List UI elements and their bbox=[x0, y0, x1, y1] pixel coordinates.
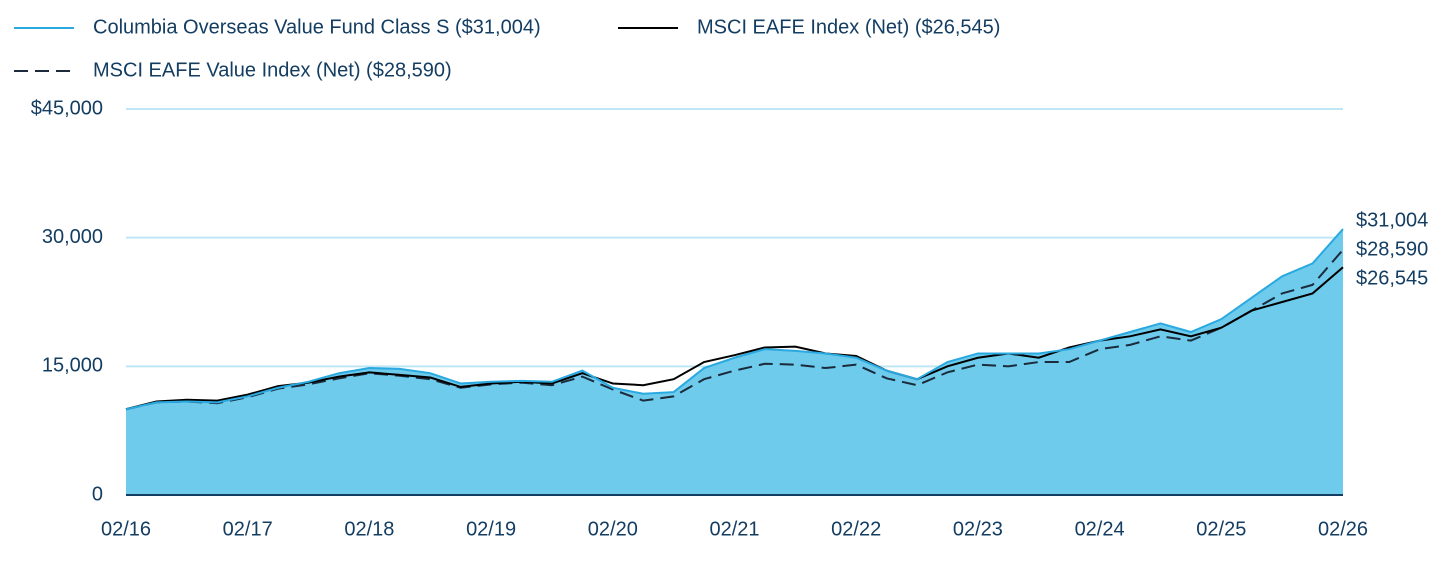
x-tick-label: 02/20 bbox=[588, 518, 638, 540]
x-tick-label: 02/26 bbox=[1318, 518, 1368, 540]
end-label: $26,545 bbox=[1356, 267, 1428, 289]
x-tick-label: 02/24 bbox=[1075, 518, 1125, 540]
x-tick-label: 02/22 bbox=[831, 518, 881, 540]
x-tick-label: 02/16 bbox=[101, 518, 151, 540]
end-label: $31,004 bbox=[1356, 209, 1428, 231]
end-label: $28,590 bbox=[1356, 238, 1428, 260]
y-tick-label: 0 bbox=[92, 483, 103, 505]
x-tick-label: 02/23 bbox=[953, 518, 1003, 540]
legend-label: MSCI EAFE Value Index (Net) ($28,590) bbox=[93, 59, 452, 81]
series-line bbox=[125, 228, 1344, 411]
x-tick-label: 02/18 bbox=[344, 518, 394, 540]
x-tick-label: 02/25 bbox=[1196, 518, 1246, 540]
x-tick-label: 02/17 bbox=[223, 518, 273, 540]
y-tick-label: 30,000 bbox=[42, 226, 103, 248]
series-line bbox=[125, 266, 1344, 411]
legend-label: Columbia Overseas Value Fund Class S ($3… bbox=[93, 16, 541, 38]
legend-label: MSCI EAFE Index (Net) ($26,545) bbox=[697, 16, 1000, 38]
x-tick-label: 02/19 bbox=[466, 518, 516, 540]
area bbox=[126, 229, 1343, 496]
y-tick-label: 15,000 bbox=[42, 355, 103, 377]
y-tick-label: $45,000 bbox=[31, 97, 103, 119]
x-tick-label: 02/21 bbox=[709, 518, 759, 540]
